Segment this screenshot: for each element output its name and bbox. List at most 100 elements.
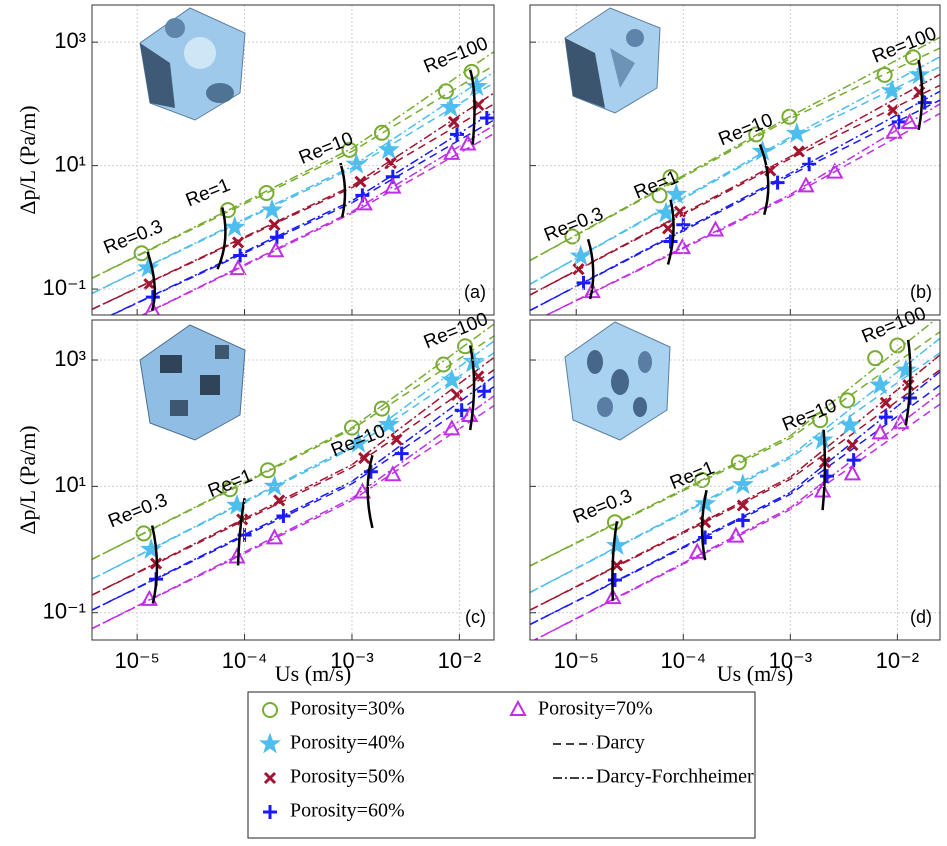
marker-plus xyxy=(449,127,464,142)
re-line xyxy=(700,489,708,561)
marker-star xyxy=(785,122,808,143)
marker-plus xyxy=(878,410,893,425)
re-line xyxy=(468,69,476,145)
marker-circle xyxy=(373,400,390,417)
re-line xyxy=(666,199,675,265)
marker-triangle xyxy=(384,177,402,194)
marker-plus xyxy=(802,157,817,172)
marker-triangle xyxy=(706,220,725,237)
axes-frame xyxy=(91,4,495,316)
marker-circle xyxy=(341,141,358,158)
marker-triangle xyxy=(353,482,372,499)
marker-x xyxy=(886,104,900,117)
marker-triangle xyxy=(688,542,706,559)
re-line xyxy=(146,251,157,311)
panel-label: (c) xyxy=(465,607,486,627)
plot-content xyxy=(92,51,494,315)
marker-circle xyxy=(867,350,884,367)
marker-circle xyxy=(812,412,829,429)
marker-circle xyxy=(437,83,454,100)
marker-circle xyxy=(662,169,679,186)
marker-plus xyxy=(846,453,861,468)
marker-x xyxy=(268,218,281,231)
marker-circle xyxy=(435,356,452,373)
marker-plus xyxy=(607,572,622,587)
re-line xyxy=(468,345,476,431)
x-tick-label: 10⁻³ xyxy=(769,648,812,673)
y-tick-label: 10⁻¹ xyxy=(43,275,86,300)
marker-x xyxy=(879,396,892,409)
x-tick-label: 10⁻⁴ xyxy=(222,648,268,673)
marker-x xyxy=(447,115,461,128)
y-tick-label: 10³ xyxy=(54,346,86,371)
marker-circle xyxy=(221,481,238,498)
marker-triangle xyxy=(583,282,601,299)
marker-star xyxy=(263,474,286,496)
marker-x xyxy=(358,452,371,465)
marker-x xyxy=(273,494,286,507)
darcy-line xyxy=(92,64,494,279)
re-line xyxy=(758,144,770,216)
marker-star xyxy=(569,244,592,266)
marker-triangle xyxy=(144,300,161,315)
marker-circle xyxy=(564,228,581,245)
inset-structure-b xyxy=(564,7,661,114)
marker-circle xyxy=(651,187,668,204)
marker-star xyxy=(347,431,370,453)
y-axis-label: Δp/L (Pa/m) xyxy=(15,425,40,534)
inset-structure-d xyxy=(564,321,671,441)
legend-marker xyxy=(509,699,527,716)
marker-triangle xyxy=(443,143,461,160)
marker-star xyxy=(894,358,917,380)
marker-circle xyxy=(258,184,275,201)
marker-x xyxy=(143,278,156,291)
marker-plus xyxy=(735,513,750,528)
re-line xyxy=(216,207,227,270)
forchheimer-line xyxy=(92,340,494,580)
re-line xyxy=(611,521,619,601)
marker-star xyxy=(439,96,462,117)
marker-triangle xyxy=(797,176,815,193)
marker-triangle xyxy=(900,112,919,130)
marker-star xyxy=(465,75,488,97)
marker-triangle xyxy=(673,238,692,255)
marker-x xyxy=(354,175,367,188)
plot-content xyxy=(530,320,940,640)
y-tick-label: 10¹ xyxy=(54,472,86,497)
marker-triangle xyxy=(443,419,461,436)
marker-plus xyxy=(269,230,284,245)
panel-label: (d) xyxy=(910,607,932,627)
marker-circle xyxy=(730,454,747,471)
forchheimer-line xyxy=(109,110,494,315)
forchheimer-line xyxy=(530,320,937,567)
marker-x xyxy=(792,145,805,158)
marker-plus xyxy=(454,403,469,418)
marker-star xyxy=(261,198,283,220)
marker-triangle xyxy=(885,122,903,139)
marker-plus xyxy=(917,95,932,110)
marker-star xyxy=(140,537,163,559)
marker-star xyxy=(731,473,754,495)
marker-star xyxy=(345,152,368,174)
marker-x xyxy=(231,236,245,249)
x-tick-label: 10⁻⁵ xyxy=(554,648,599,673)
darcy-line xyxy=(92,103,494,310)
y-tick-label: 10¹ xyxy=(54,151,86,176)
legend-label: Porosity=60% xyxy=(290,800,405,822)
marker-circle xyxy=(905,49,922,66)
legend-marker xyxy=(259,732,281,754)
forchheimer-line xyxy=(92,395,494,630)
marker-star xyxy=(223,215,246,237)
marker-triangle xyxy=(843,464,862,481)
marker-plus xyxy=(276,508,291,523)
legend-label: Darcy xyxy=(596,732,645,754)
marker-circle xyxy=(259,462,276,479)
x-tick-label: 10⁻² xyxy=(876,648,919,673)
y-tick-label: 10⁻¹ xyxy=(43,599,86,624)
marker-star xyxy=(377,138,400,160)
marker-triangle xyxy=(355,194,373,211)
y-tick-label: 10³ xyxy=(54,28,86,53)
marker-circle xyxy=(876,66,893,83)
marker-star xyxy=(881,79,903,101)
